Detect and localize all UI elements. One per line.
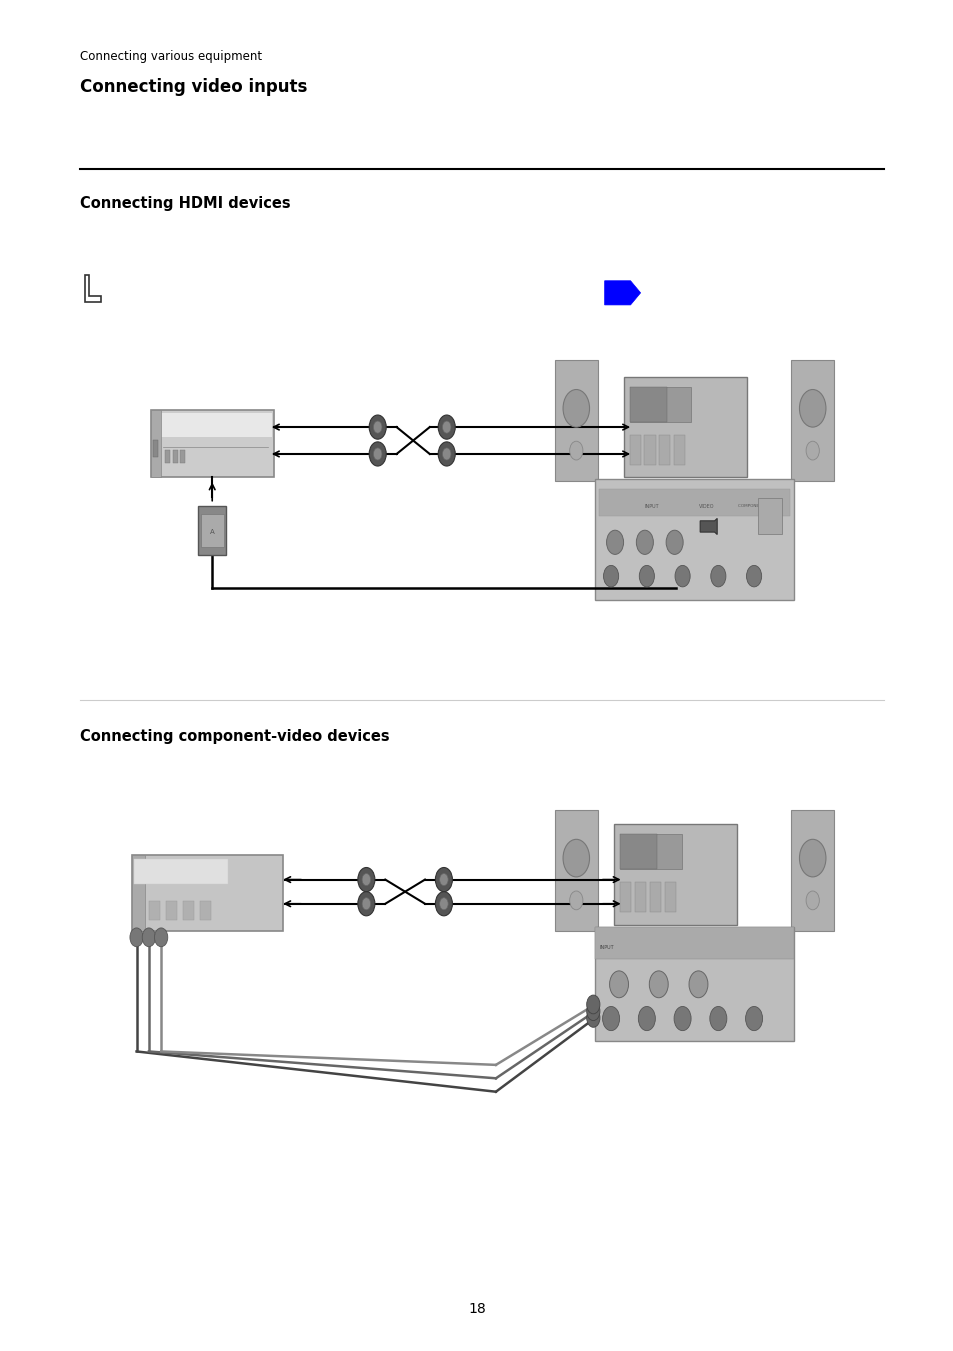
Bar (629, 386, 691, 422)
Text: 18: 18 (468, 1302, 485, 1316)
Circle shape (569, 892, 582, 909)
Bar (619, 834, 681, 869)
Bar (165, 450, 171, 463)
Circle shape (710, 566, 725, 586)
Bar (152, 413, 272, 436)
Bar (183, 901, 194, 920)
Bar (659, 435, 670, 465)
Bar (629, 435, 640, 465)
Circle shape (357, 892, 375, 916)
Circle shape (362, 874, 370, 886)
Bar (629, 386, 666, 422)
Circle shape (603, 566, 618, 586)
Polygon shape (700, 519, 717, 535)
Circle shape (439, 897, 448, 909)
Bar (619, 834, 657, 869)
Bar (791, 809, 833, 931)
Bar (758, 497, 781, 534)
Bar (623, 377, 746, 477)
Circle shape (442, 422, 451, 434)
Text: INPUT: INPUT (644, 504, 659, 508)
Text: Connecting component-video devices: Connecting component-video devices (80, 730, 389, 744)
Circle shape (609, 971, 628, 998)
Bar (153, 440, 158, 457)
Circle shape (569, 442, 582, 459)
Circle shape (439, 874, 448, 886)
Bar (555, 809, 597, 931)
Circle shape (369, 415, 386, 439)
Circle shape (437, 415, 455, 439)
Bar (595, 927, 793, 959)
Bar (598, 489, 789, 516)
Circle shape (586, 1002, 599, 1020)
Bar (635, 882, 645, 912)
Circle shape (649, 971, 667, 998)
Circle shape (638, 1006, 655, 1031)
Circle shape (799, 839, 825, 877)
Circle shape (357, 867, 375, 892)
Bar (132, 855, 145, 931)
Bar (151, 409, 274, 477)
Bar (132, 855, 283, 931)
Bar (149, 901, 160, 920)
Bar (791, 359, 833, 481)
Bar (133, 859, 228, 884)
Circle shape (130, 928, 143, 947)
Circle shape (562, 389, 589, 427)
Bar (673, 435, 684, 465)
Polygon shape (604, 281, 639, 305)
Circle shape (688, 971, 707, 998)
Text: Connecting video inputs: Connecting video inputs (80, 78, 307, 96)
Bar (201, 515, 223, 547)
Circle shape (373, 422, 381, 434)
Bar (595, 927, 793, 1042)
Circle shape (142, 928, 155, 947)
Bar (555, 359, 597, 481)
Text: A: A (210, 528, 214, 535)
Text: VIDEO: VIDEO (698, 504, 713, 508)
Bar (614, 824, 737, 924)
Circle shape (639, 566, 654, 586)
Circle shape (745, 1006, 761, 1031)
Circle shape (562, 839, 589, 877)
Circle shape (674, 1006, 690, 1031)
Circle shape (442, 449, 451, 459)
Circle shape (606, 530, 623, 554)
Circle shape (602, 1006, 618, 1031)
Bar (619, 882, 631, 912)
Circle shape (799, 389, 825, 427)
Circle shape (586, 996, 599, 1013)
Bar (198, 507, 226, 555)
Text: COMPONENT IN: COMPONENT IN (738, 504, 769, 508)
Circle shape (154, 928, 168, 947)
Circle shape (805, 442, 819, 459)
Circle shape (435, 892, 452, 916)
Bar (649, 882, 660, 912)
Bar (172, 450, 177, 463)
Text: Connecting various equipment: Connecting various equipment (80, 50, 262, 62)
Circle shape (675, 566, 689, 586)
Bar (166, 901, 177, 920)
Bar (595, 480, 793, 600)
Bar (200, 901, 211, 920)
Circle shape (435, 867, 452, 892)
Text: INPUT: INPUT (598, 946, 613, 950)
Circle shape (437, 442, 455, 466)
Circle shape (709, 1006, 726, 1031)
Circle shape (373, 449, 381, 459)
Bar (180, 450, 185, 463)
Circle shape (369, 442, 386, 466)
Circle shape (636, 530, 653, 554)
Circle shape (805, 892, 819, 909)
Bar (151, 409, 160, 477)
Circle shape (665, 530, 682, 554)
Bar (664, 882, 675, 912)
Circle shape (586, 1008, 599, 1027)
Circle shape (362, 897, 370, 909)
Text: Connecting HDMI devices: Connecting HDMI devices (80, 196, 290, 211)
Bar (644, 435, 655, 465)
Circle shape (746, 566, 760, 586)
